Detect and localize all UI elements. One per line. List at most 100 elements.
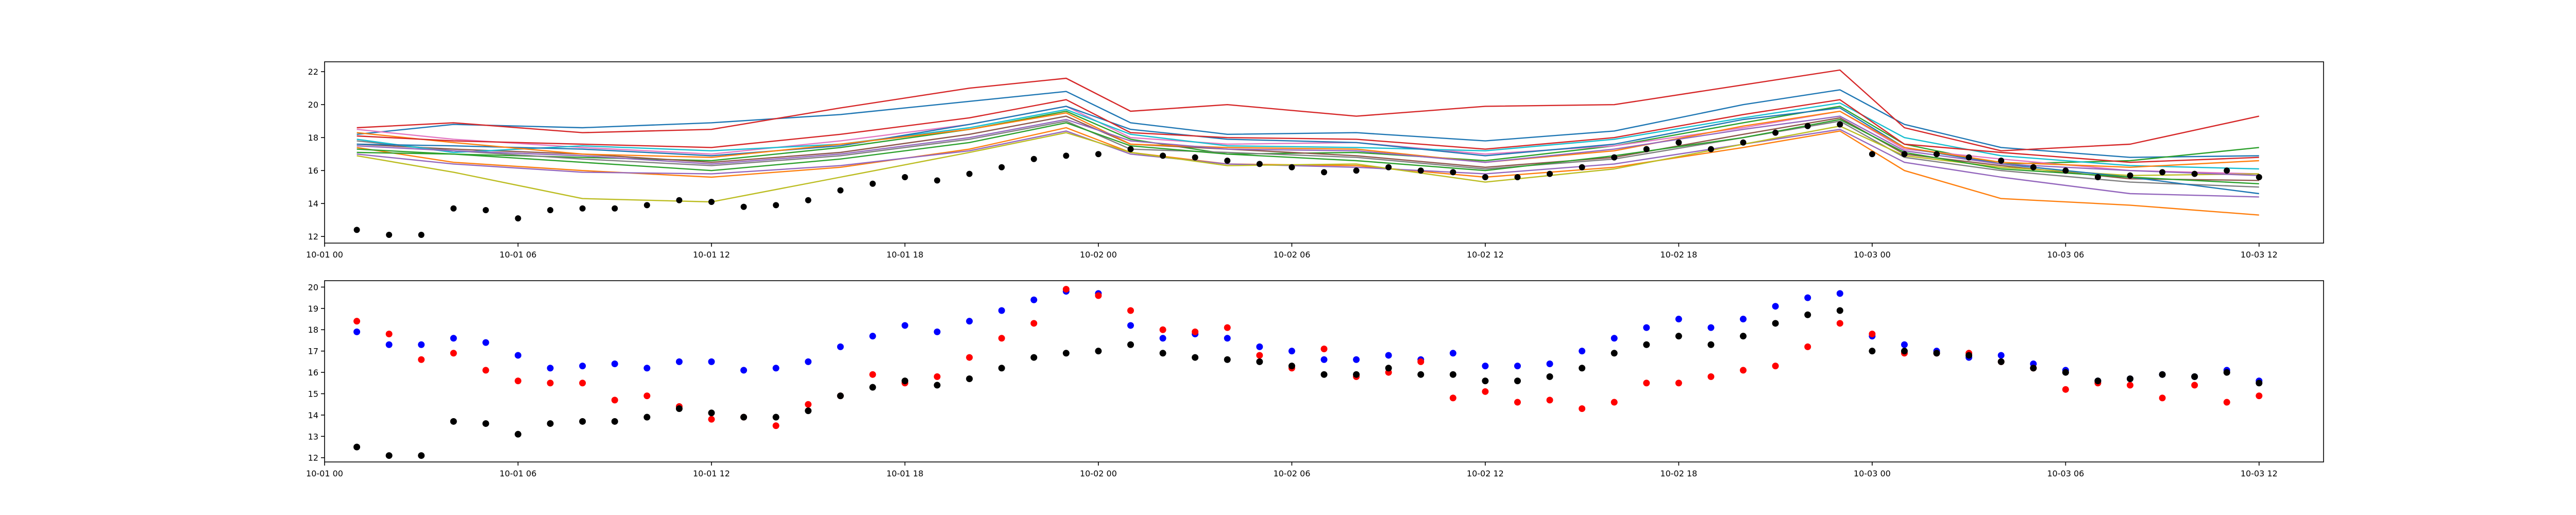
y-tick-label: 12 bbox=[308, 453, 318, 463]
scatter-point-series-1 bbox=[1772, 303, 1779, 310]
scatter-point-series-2 bbox=[2191, 382, 2198, 389]
scatter-point-series-1 bbox=[869, 333, 876, 340]
observed-point bbox=[1707, 146, 1714, 152]
ensemble-member-line-3 bbox=[357, 106, 2259, 165]
ensemble-member-line-12 bbox=[357, 110, 2259, 168]
scatter-point-series-3 bbox=[353, 443, 361, 451]
scatter-point-series-3 bbox=[740, 414, 748, 421]
scatter-point-series-3 bbox=[2159, 371, 2166, 378]
ensemble-member-line-8 bbox=[357, 120, 2259, 188]
x-tick-label: 10-02 18 bbox=[1660, 250, 1697, 260]
scatter-point-series-2 bbox=[2062, 386, 2069, 393]
scatter-point-series-2 bbox=[1707, 373, 1715, 380]
scatter-point-series-2 bbox=[385, 331, 393, 338]
scatter-point-series-2 bbox=[1062, 286, 1070, 293]
scatter-point-series-2 bbox=[1643, 380, 1650, 387]
observed-point bbox=[515, 215, 521, 221]
x-tick-label: 10-03 12 bbox=[2241, 250, 2278, 260]
scatter-point-series-3 bbox=[837, 392, 844, 400]
scatter-point-series-1 bbox=[1320, 356, 1328, 363]
y-tick-label: 15 bbox=[308, 389, 318, 399]
observed-point bbox=[1611, 154, 1618, 161]
observed-point bbox=[1450, 169, 1456, 176]
x-tick-label: 10-03 00 bbox=[1854, 250, 1891, 260]
scatter-point-series-2 bbox=[450, 350, 457, 357]
observed-point bbox=[2062, 167, 2069, 174]
observed-point bbox=[1256, 161, 1263, 167]
x-tick-label: 10-02 00 bbox=[1080, 250, 1117, 260]
scatter-point-series-1 bbox=[418, 341, 425, 348]
x-tick-label: 10-01 06 bbox=[500, 469, 537, 478]
scatter-point-series-1 bbox=[1546, 360, 1553, 368]
x-tick-label: 10-02 06 bbox=[1273, 250, 1310, 260]
ensemble-member-line-6 bbox=[357, 115, 2259, 181]
scatter-point-series-3 bbox=[1707, 341, 1715, 348]
y-tick-label: 17 bbox=[308, 347, 318, 356]
x-tick-label: 10-03 00 bbox=[1854, 469, 1891, 478]
observed-point bbox=[2030, 164, 2037, 170]
observed-point bbox=[450, 205, 457, 212]
observed-point bbox=[2094, 174, 2101, 180]
observed-point bbox=[1321, 169, 1327, 176]
scatter-point-series-3 bbox=[1417, 371, 1425, 378]
scatter-point-series-2 bbox=[1611, 399, 1618, 406]
scatter-point-series-2 bbox=[2127, 382, 2134, 389]
observed-point bbox=[2224, 167, 2230, 174]
scatter-point-series-3 bbox=[1127, 341, 1134, 348]
observed-point bbox=[1869, 151, 1875, 158]
scatter-point-series-2 bbox=[1546, 397, 1553, 404]
observed-point bbox=[676, 197, 683, 203]
y-tick-label: 20 bbox=[308, 100, 318, 110]
y-tick-label: 14 bbox=[308, 410, 318, 420]
x-tick-label: 10-03 12 bbox=[2241, 469, 2278, 478]
scatter-point-series-3 bbox=[2094, 377, 2102, 385]
scatter-point-series-2 bbox=[579, 380, 586, 387]
scatter-point-series-1 bbox=[385, 341, 393, 348]
scatter-point-series-3 bbox=[514, 431, 521, 438]
scatter-point-series-1 bbox=[1901, 341, 1908, 348]
scatter-point-series-3 bbox=[2191, 373, 2198, 380]
scatter-point-series-2 bbox=[869, 371, 876, 378]
scatter-point-series-2 bbox=[1772, 363, 1779, 370]
x-tick-label: 10-03 06 bbox=[2047, 469, 2084, 478]
scatter-point-series-3 bbox=[675, 405, 683, 412]
observed-point bbox=[353, 227, 360, 233]
ensemble-member-line-10 bbox=[357, 102, 2259, 170]
ensemble-member-line-14 bbox=[357, 99, 2259, 163]
scatter-point-series-1 bbox=[1514, 363, 1521, 370]
scatter-point-series-3 bbox=[934, 382, 941, 389]
x-tick-label: 10-01 06 bbox=[500, 250, 537, 260]
scatter-point-series-1 bbox=[353, 328, 361, 335]
scatter-point-series-1 bbox=[1579, 348, 1586, 355]
observed-point bbox=[1030, 156, 1037, 162]
observed-point bbox=[1482, 174, 1488, 180]
observed-point bbox=[1804, 123, 1811, 129]
scatter-point-series-2 bbox=[1192, 328, 1199, 335]
scatter-point-series-2 bbox=[708, 416, 715, 423]
observed-point bbox=[998, 164, 1005, 170]
scatter-point-series-2 bbox=[418, 356, 425, 363]
observed-point bbox=[579, 205, 586, 212]
scatter-point-series-3 bbox=[1320, 371, 1328, 378]
scatter-point-series-3 bbox=[1933, 350, 1940, 357]
scatter-point-series-2 bbox=[1514, 399, 1521, 406]
scatter-point-series-2 bbox=[611, 397, 618, 404]
scatter-point-series-2 bbox=[1740, 367, 1747, 374]
scatter-point-series-3 bbox=[547, 420, 554, 427]
scatter-point-series-3 bbox=[1804, 311, 1811, 318]
scatter-point-series-2 bbox=[2159, 394, 2166, 402]
observed-point bbox=[1547, 170, 1553, 177]
observed-point bbox=[612, 205, 618, 212]
observed-point bbox=[1192, 154, 1198, 161]
x-tick-label: 10-01 00 bbox=[306, 469, 343, 478]
scatter-point-series-3 bbox=[1611, 350, 1618, 357]
scatter-point-series-3 bbox=[998, 365, 1005, 372]
x-tick-label: 10-01 12 bbox=[693, 469, 730, 478]
observed-point bbox=[869, 180, 876, 187]
observed-point bbox=[1579, 164, 1585, 170]
scatter-point-series-1 bbox=[675, 358, 683, 365]
scatter-point-series-3 bbox=[1385, 365, 1392, 372]
scatter-point-series-1 bbox=[547, 365, 554, 372]
observed-point bbox=[643, 202, 650, 209]
observed-point bbox=[934, 177, 941, 184]
